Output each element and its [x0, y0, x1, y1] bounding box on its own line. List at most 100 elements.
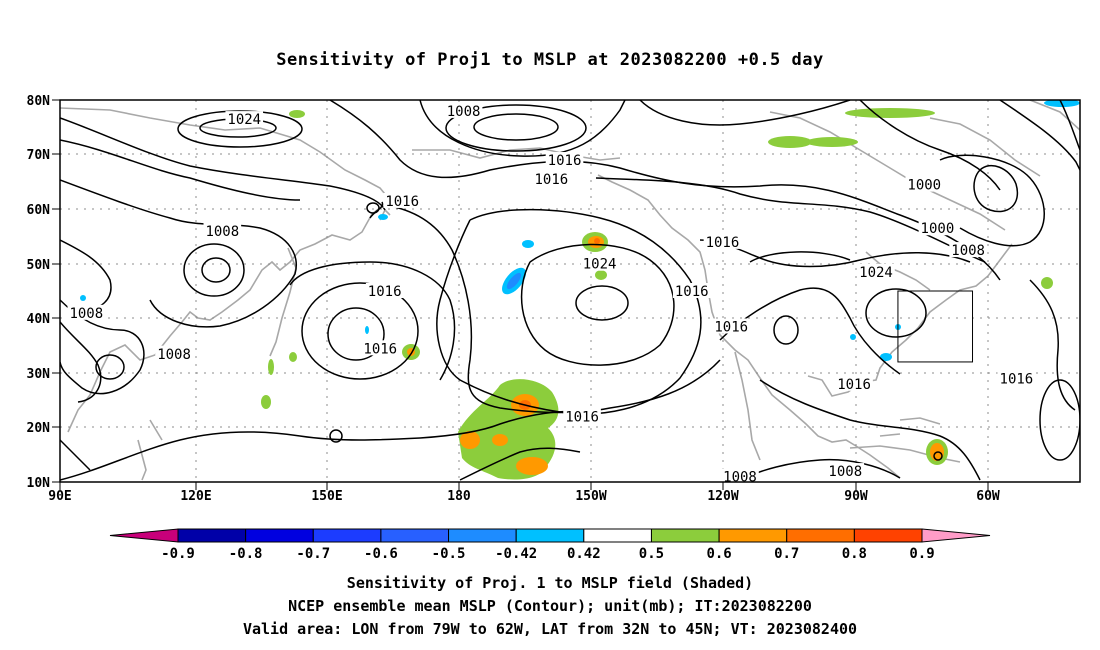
positive-area	[289, 110, 305, 118]
contour-label: 1016	[548, 153, 582, 169]
contour-label: 1016	[706, 235, 740, 251]
lon-tick-label: 150E	[311, 489, 342, 504]
contour-label: 1016	[368, 284, 402, 300]
positive-area	[768, 136, 812, 148]
lat-tick-label: 20N	[27, 421, 51, 436]
colorbar-segment	[718, 528, 788, 543]
lat-tick-label: 30N	[27, 367, 51, 382]
positive-area	[1041, 277, 1053, 289]
caption-shading: Sensitivity of Proj. 1 to MSLP field (Sh…	[346, 574, 754, 592]
contour-label-bg	[383, 192, 421, 208]
lon-tick-label: 120W	[707, 489, 738, 504]
contour-label: 1016	[714, 319, 748, 335]
contour-label-bg	[361, 340, 400, 356]
contour-label: 1024	[859, 265, 893, 281]
lon-tick-label: 90E	[48, 489, 71, 504]
contour-label: 1008	[205, 224, 239, 240]
colorbar-label: -0.8	[229, 546, 263, 560]
colorbar-segment	[380, 528, 450, 543]
contour-label: 1008	[828, 464, 862, 480]
contour-label: 1008	[69, 306, 103, 322]
valid-area-box	[897, 290, 974, 363]
colorbar-segment	[786, 528, 855, 543]
lon-tick-label: 180	[447, 489, 471, 504]
colorbar-segment	[853, 528, 923, 543]
lon-tick-label: 60W	[976, 489, 1000, 504]
positive-area	[289, 352, 297, 362]
colorbar-label: 0.6	[706, 546, 731, 560]
positive-core	[594, 238, 600, 244]
contour-label-bg	[580, 255, 619, 271]
negative-area	[365, 326, 369, 334]
colorbar-right-arrow	[921, 528, 991, 543]
contour-label: 1016	[1000, 371, 1034, 387]
contour-label-bg	[365, 283, 404, 298]
contour-label-bg	[545, 152, 584, 168]
lon-tick-label: 120E	[180, 489, 211, 504]
contour-label-bg	[997, 370, 1036, 386]
colorbar-label: 0.9	[909, 546, 934, 560]
colorbar-label: -0.9	[161, 546, 195, 560]
lat-tick-label: 80N	[27, 94, 51, 109]
colorbar-label: -0.7	[296, 546, 330, 560]
contour-label: 1000	[921, 221, 955, 237]
contour-label-bg	[444, 102, 483, 118]
contour-label-bg	[857, 263, 895, 279]
lat-tick-label: 50N	[27, 258, 51, 273]
positive-area	[261, 395, 271, 409]
colorbar-label: 0.42	[567, 546, 601, 560]
contour-label: 1008	[951, 243, 985, 259]
coastlines	[60, 100, 1080, 481]
contour-label: 1008	[447, 104, 481, 120]
colorbar-segment	[245, 528, 314, 543]
negative-core	[506, 272, 522, 290]
negative-area	[378, 214, 388, 220]
lon-tick-label: 90W	[844, 489, 868, 504]
lat-lon-grid	[60, 100, 1080, 482]
contour-label: 1000	[907, 178, 941, 194]
positive-area	[595, 270, 607, 280]
colorbar-label: -0.42	[495, 546, 537, 560]
contour-label-bg	[905, 176, 944, 192]
positive-core	[460, 431, 480, 449]
caption-contour: NCEP ensemble mean MSLP (Contour); unit(…	[288, 597, 812, 615]
colorbar-label: 0.7	[774, 546, 799, 560]
contour-label-bg	[155, 345, 193, 361]
colorbar-label: 0.5	[639, 546, 664, 560]
contour-label-bg	[563, 408, 601, 424]
contour-label: 1016	[363, 341, 397, 357]
contour-label: 1024	[583, 257, 617, 273]
colorbar-segment	[650, 528, 720, 543]
latitude-axis: 80N 70N 60N 50N 40N 30N 20N 10N	[27, 94, 60, 491]
contour-label: 1008	[723, 470, 757, 486]
colorbar-label: -0.5	[432, 546, 466, 560]
positive-core	[492, 434, 508, 446]
caption-valid-area: Valid area: LON from 79W to 62W, LAT fro…	[242, 620, 858, 638]
plot-frame	[59, 99, 1081, 483]
positive-core	[516, 457, 548, 475]
negative-area	[80, 295, 86, 301]
negative-area	[880, 353, 892, 361]
contour-label: 1016	[837, 377, 871, 393]
colorbar-segment	[515, 528, 585, 543]
positive-area	[806, 137, 858, 147]
contour-label: 1016	[675, 284, 709, 300]
colorbar-segment	[312, 528, 382, 543]
contour-label-bg	[532, 171, 571, 187]
colorbar-label: -0.6	[364, 546, 398, 560]
contour-label-bg	[949, 242, 987, 258]
contour-label-bg	[721, 468, 759, 482]
contour-label-bg	[835, 375, 873, 391]
contour-label-bg	[712, 318, 751, 334]
negative-area	[850, 334, 856, 340]
colorbar-segment	[177, 528, 247, 543]
longitude-axis: 90E 120E 150E 180 150W 120W 90W 60W	[48, 482, 1000, 504]
colorbar: -0.9 -0.8 -0.7 -0.6 -0.5 -0.42 0.42 0.5 0.6 0.7 0.…	[109, 528, 991, 560]
colorbar-segment	[583, 528, 652, 543]
positive-area	[268, 359, 274, 375]
contour-label-bg	[203, 222, 242, 238]
contour-label-bg	[703, 233, 742, 249]
colorbar-label: 0.8	[842, 546, 867, 560]
contour-label: 1024	[227, 112, 261, 128]
lon-tick-label: 150W	[575, 489, 606, 504]
